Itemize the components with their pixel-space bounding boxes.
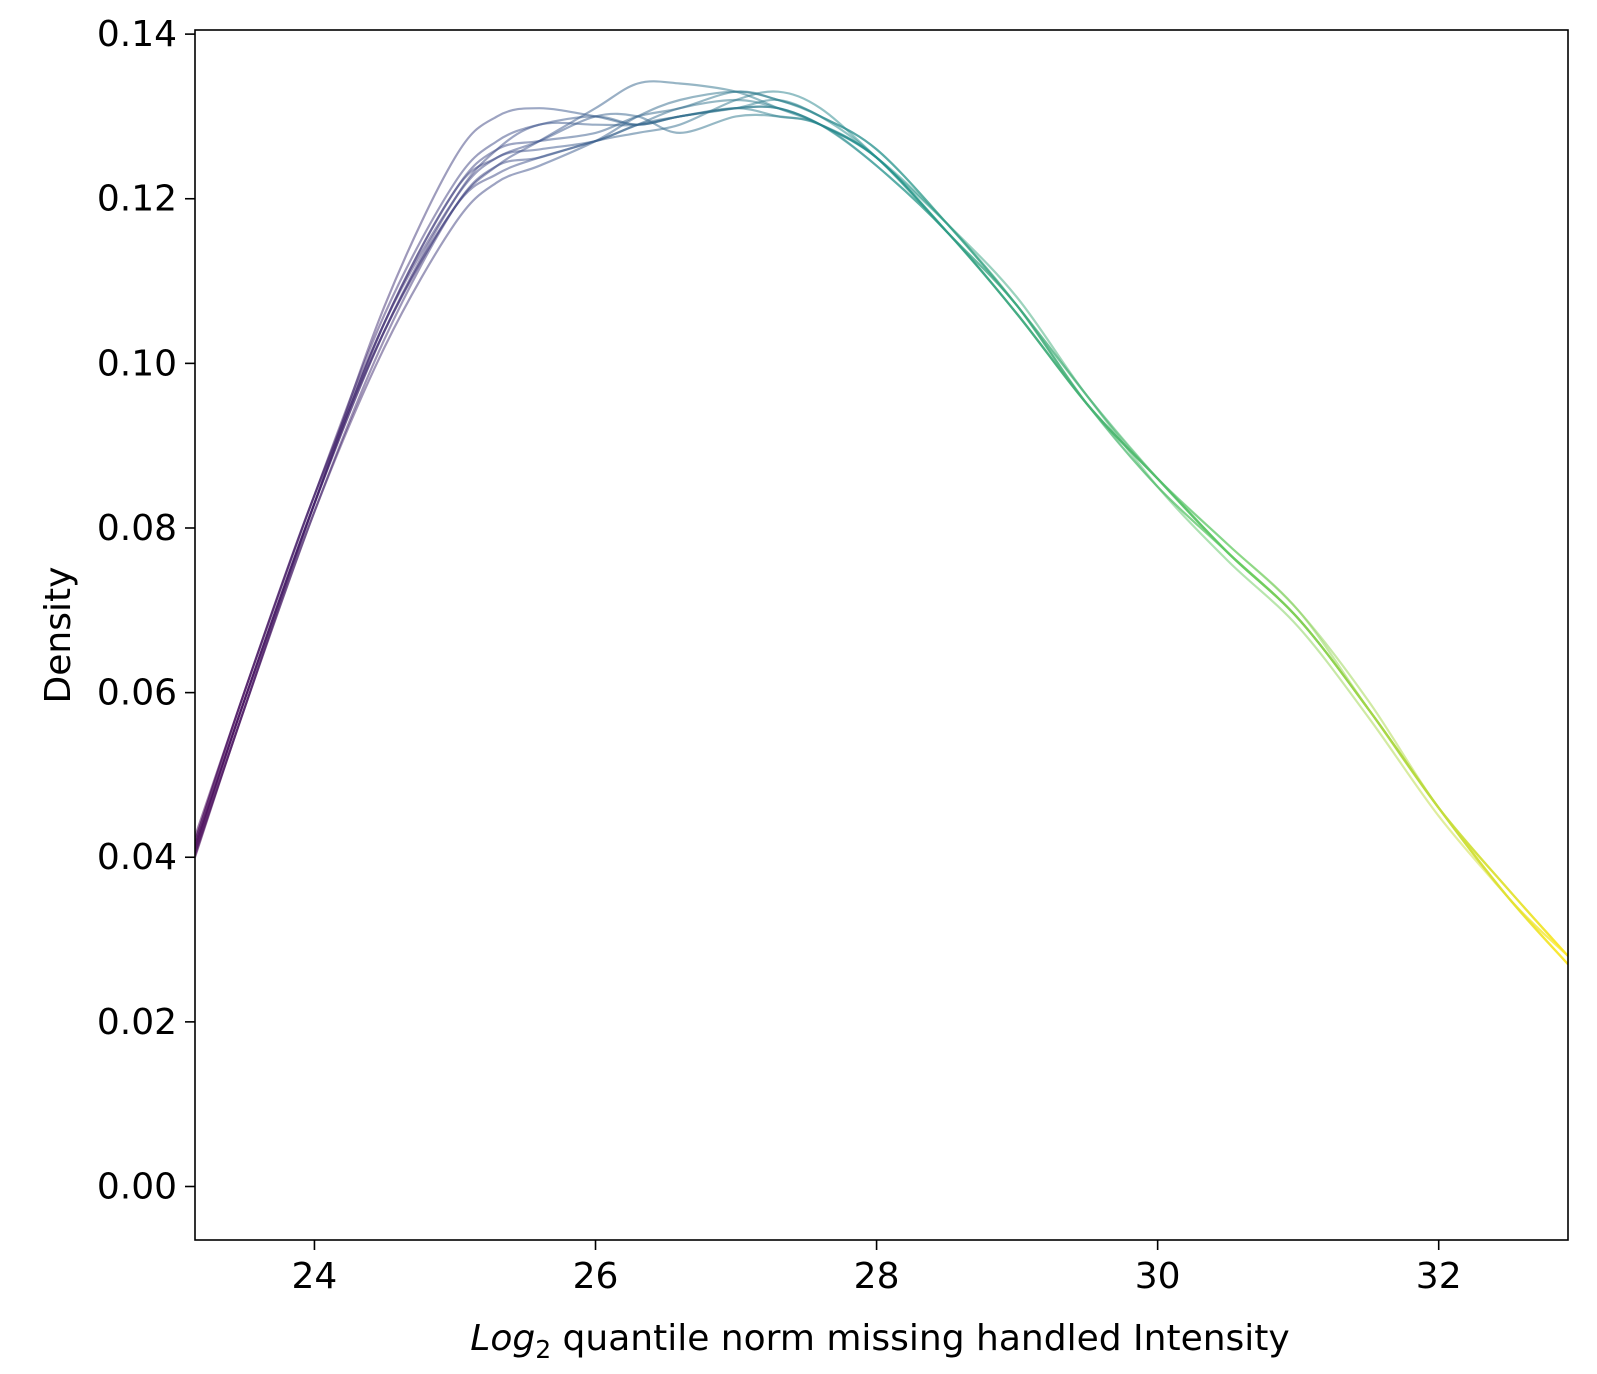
x-axis-label: Log2 quantile norm missing handled Inten… xyxy=(470,1318,1289,1364)
y-tick-label: 0.04 xyxy=(97,837,177,878)
x-tick-label: 28 xyxy=(854,1256,900,1297)
series-layer xyxy=(195,80,1568,966)
x-tick-label: 26 xyxy=(573,1256,619,1297)
density-line-1 xyxy=(195,105,1568,957)
density-line-4 xyxy=(195,105,1568,957)
density-line-2 xyxy=(195,107,1568,957)
y-axis-label: Density xyxy=(38,567,79,704)
y-tick-label: 0.02 xyxy=(97,1002,177,1043)
y-tick-label: 0.12 xyxy=(97,179,177,220)
y-tick-label: 0.10 xyxy=(97,343,177,384)
x-tick-label: 32 xyxy=(1416,1256,1462,1297)
y-tick-label: 0.08 xyxy=(97,508,177,549)
x-axis: 24 26 28 30 32 xyxy=(292,1240,1462,1297)
y-axis: 0.00 0.02 0.04 0.06 0.08 0.10 0.12 0.14 xyxy=(97,14,195,1207)
x-tick-label: 30 xyxy=(1135,1256,1181,1297)
density-line-3 xyxy=(195,90,1568,966)
density-line-6 xyxy=(195,90,1568,966)
x-tick-label: 24 xyxy=(292,1256,338,1297)
density-line-5 xyxy=(195,98,1568,957)
plot-frame xyxy=(194,29,1569,1241)
y-tick-label: 0.06 xyxy=(97,673,177,714)
density-line-7 xyxy=(195,80,1568,957)
y-tick-label: 0.14 xyxy=(97,14,177,55)
density-line-9 xyxy=(195,90,1568,957)
y-tick-label: 0.00 xyxy=(97,1166,177,1207)
density-line-10 xyxy=(195,98,1568,966)
density-line-8 xyxy=(195,112,1568,966)
